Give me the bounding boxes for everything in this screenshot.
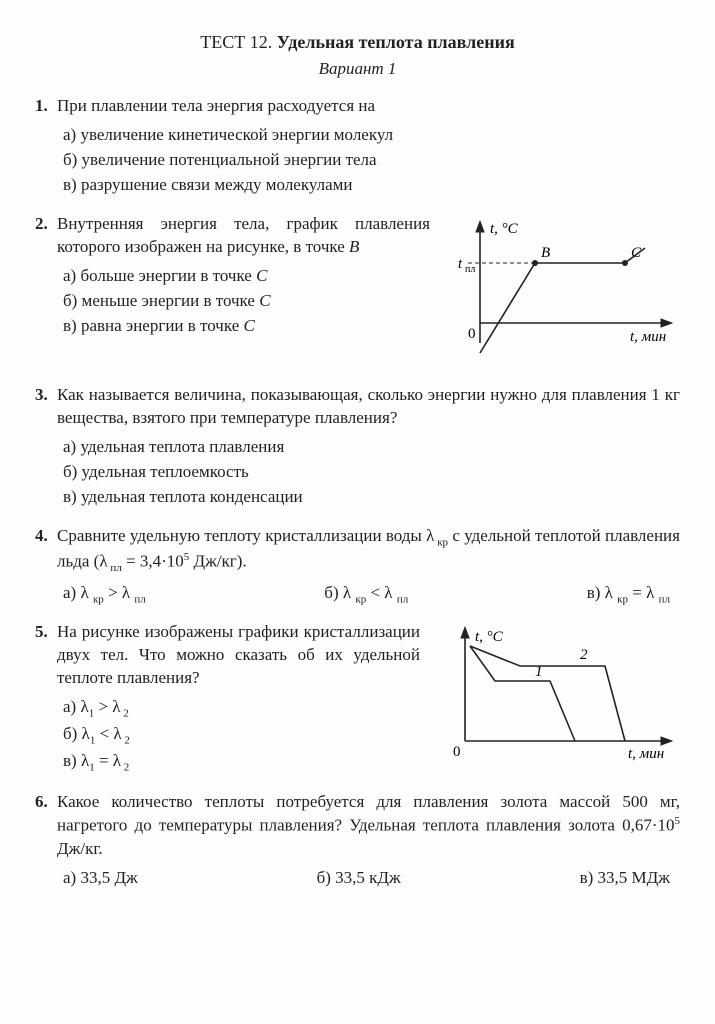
svg-text:1: 1 xyxy=(535,664,543,680)
svg-text:0: 0 xyxy=(453,744,461,760)
q4-option-b: б) λ кр < λ пл xyxy=(324,582,408,607)
q5-text: На рисунке изображены графики кристаллиз… xyxy=(57,621,420,690)
q6-option-a: а) 33,5 Дж xyxy=(63,867,138,890)
svg-text:2: 2 xyxy=(580,647,588,663)
q1-number: 1. xyxy=(35,95,57,199)
q3-text: Как называется величина, показывающая, с… xyxy=(57,384,680,430)
q5-option-a: а) λ1 > λ 2 xyxy=(63,696,420,721)
q4-text: Сравните удельную теплоту кристаллизации… xyxy=(57,525,680,576)
svg-text:t, мин: t, мин xyxy=(628,746,664,762)
variant-label: Вариант 1 xyxy=(35,58,680,81)
question-4: 4. Сравните удельную теплоту кристаллиза… xyxy=(35,525,680,607)
q5-number: 5. xyxy=(35,621,57,778)
q4-number: 4. xyxy=(35,525,57,607)
q2-number: 2. xyxy=(35,213,57,370)
svg-text:t, мин: t, мин xyxy=(630,329,666,345)
svg-text:пл: пл xyxy=(465,264,475,275)
q2-option-c: в) равна энергии в точке C xyxy=(63,315,430,338)
question-3: 3. Как называется величина, показывающая… xyxy=(35,384,680,511)
q2-text: Внутренняя энергия тела, график плавлени… xyxy=(57,213,430,259)
q6-text: Какое количество теплоты потребуется для… xyxy=(57,791,680,860)
q3-option-c: в) удельная теплота конденсации xyxy=(63,486,680,509)
q6-option-c: в) 33,5 МДж xyxy=(580,867,670,890)
question-6: 6. Какое количество теплоты потребуется … xyxy=(35,791,680,889)
q5-option-b: б) λ1 < λ 2 xyxy=(63,723,420,748)
title-text: Удельная теплота плавления xyxy=(277,32,515,52)
svg-text:B: B xyxy=(541,245,550,261)
q6-option-b: б) 33,5 кДж xyxy=(317,867,401,890)
svg-text:C: C xyxy=(631,245,642,261)
q1-text: При плавлении тела энергия расходуется н… xyxy=(57,95,680,118)
svg-text:t: t xyxy=(458,256,463,272)
q1-option-a: а) увеличение кинетической энергии молек… xyxy=(63,124,680,147)
q1-option-b: б) увеличение потенциальной энергии тела xyxy=(63,149,680,172)
q3-option-b: б) удельная теплоемкость xyxy=(63,461,680,484)
svg-text:t, °C: t, °C xyxy=(490,221,519,237)
q6-number: 6. xyxy=(35,791,57,889)
q4-option-a: а) λ кр > λ пл xyxy=(63,582,146,607)
question-1: 1. При плавлении тела энергия расходуетс… xyxy=(35,95,680,199)
test-label: ТЕСТ 12. xyxy=(200,32,272,52)
q1-option-c: в) разрушение связи между молекулами xyxy=(63,174,680,197)
page-title: ТЕСТ 12. Удельная теплота плавления xyxy=(35,30,680,54)
q3-option-a: а) удельная теплота плавления xyxy=(63,436,680,459)
question-5: 5. На рисунке изображены графики кристал… xyxy=(35,621,680,778)
q3-number: 3. xyxy=(35,384,57,511)
q5-chart: t, °C t, мин 0 1 2 xyxy=(430,621,680,778)
svg-text:t, °C: t, °C xyxy=(475,629,504,645)
q4-option-c: в) λ кр = λ пл xyxy=(587,582,670,607)
q2-chart: t, °C t, мин tпл 0 B C xyxy=(440,213,680,370)
q2-option-a: а) больше энергии в точке C xyxy=(63,265,430,288)
svg-text:0: 0 xyxy=(468,326,476,342)
q5-option-c: в) λ1 = λ 2 xyxy=(63,750,420,775)
question-2: 2. Внутренняя энергия тела, график плавл… xyxy=(35,213,680,370)
q2-option-b: б) меньше энергии в точке C xyxy=(63,290,430,313)
